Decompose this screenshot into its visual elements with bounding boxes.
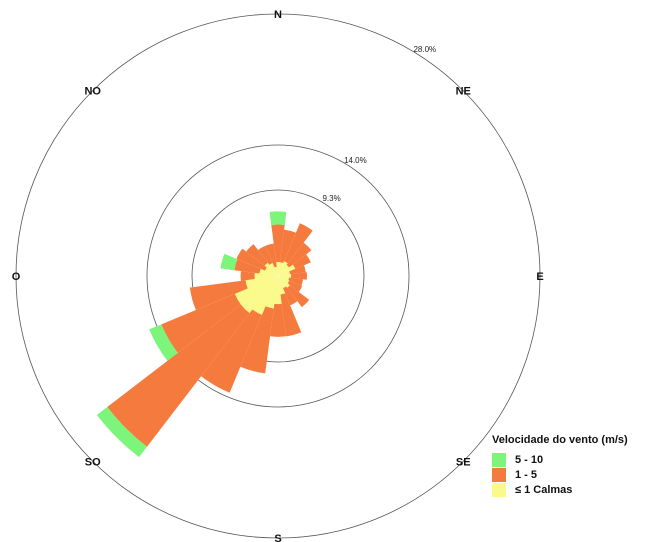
wedge-225-1 xyxy=(107,304,250,447)
wedge-135-0 xyxy=(278,276,290,288)
legend-swatch xyxy=(492,467,506,482)
legend-item-5-10: 5 - 10 xyxy=(492,452,642,467)
direction-label: E xyxy=(536,271,543,283)
grid-ring xyxy=(146,144,410,408)
wedge-45-0 xyxy=(278,264,290,276)
wedge-240-2 xyxy=(149,324,178,361)
wedge-90-0 xyxy=(278,274,292,278)
wedge-0-1 xyxy=(271,224,285,263)
wedge-240-1 xyxy=(161,293,241,353)
wedge-75-0 xyxy=(278,271,291,276)
ring-label: 9.3% xyxy=(322,194,340,203)
wedge-180-1 xyxy=(270,303,286,337)
wedge-90-1 xyxy=(290,272,308,280)
wedge-180-0 xyxy=(274,276,282,305)
wedge-0-0 xyxy=(276,261,280,276)
direction-label: O xyxy=(12,271,21,283)
wedge-330-0 xyxy=(269,263,278,276)
direction-label: NE xyxy=(456,86,471,98)
wedge-240-0 xyxy=(234,276,278,305)
wedge-300-0 xyxy=(265,267,278,276)
wedge-150-1 xyxy=(283,286,298,306)
wedge-195-1 xyxy=(240,306,274,374)
wedge-285-1 xyxy=(234,259,261,274)
wedge-165-1 xyxy=(280,293,302,337)
direction-label: NO xyxy=(84,86,101,98)
wedge-75-1 xyxy=(289,265,306,275)
direction-labels: N NE E SE S SO O NO xyxy=(12,9,544,542)
wedge-225-2 xyxy=(96,407,147,458)
wedge-285-2 xyxy=(220,253,238,271)
wedge-15-1 xyxy=(279,229,296,264)
direction-label: S xyxy=(274,533,281,542)
wedge-165-0 xyxy=(278,276,286,295)
legend-title: Velocidade do vento (m/s) xyxy=(492,434,628,446)
wedge-45-1 xyxy=(286,242,312,268)
wedge-285-0 xyxy=(259,268,278,276)
wedge-30-1 xyxy=(284,223,313,264)
wedge-255-1 xyxy=(189,280,248,311)
wedge-315-1 xyxy=(246,244,268,266)
legend-item-calmas: ≤ 1 Calmas xyxy=(492,482,642,497)
legend-label: 1 - 5 xyxy=(515,468,538,481)
wedge-120-0 xyxy=(278,276,290,284)
wedge-60-1 xyxy=(292,254,311,269)
ring-labels: 9.3% 14.0% 28.0% xyxy=(322,45,436,203)
wedge-210-1 xyxy=(201,309,262,393)
wedge-300-1 xyxy=(236,248,267,271)
direction-label: SO xyxy=(85,456,101,468)
wedge-150-0 xyxy=(278,276,286,289)
wedge-330-1 xyxy=(258,245,273,265)
wedge-345-0 xyxy=(274,266,278,276)
wedge-270-1 xyxy=(240,271,255,281)
ring-label: 28.0% xyxy=(413,45,436,54)
wedge-105-1 xyxy=(288,277,304,286)
grid-ring xyxy=(15,13,541,539)
direction-label: N xyxy=(274,9,282,21)
wedge-315-0 xyxy=(264,262,278,276)
grid-ring xyxy=(191,189,365,363)
wedge-0-2 xyxy=(269,211,287,225)
legend: Velocidade do vento (m/s) 5 - 10 1 - 5 ≤… xyxy=(492,434,642,497)
wedges xyxy=(96,211,313,458)
legend-item-1-5: 1 - 5 xyxy=(492,467,642,482)
legend-label: 5 - 10 xyxy=(515,453,544,466)
legend-label: ≤ 1 Calmas xyxy=(515,483,573,496)
direction-label: SE xyxy=(456,456,471,468)
ring-label: 14.0% xyxy=(344,156,367,165)
legend-swatch xyxy=(492,482,506,497)
wedge-195-0 xyxy=(265,276,278,309)
wedge-105-0 xyxy=(278,276,290,281)
wedge-120-1 xyxy=(287,280,303,292)
wedge-345-1 xyxy=(265,243,277,268)
wedge-270-0 xyxy=(254,272,278,280)
wedge-135-1 xyxy=(287,285,310,308)
wedge-30-0 xyxy=(278,261,288,276)
legend-swatch xyxy=(492,452,506,467)
wedge-210-0 xyxy=(252,276,278,315)
grid-rings xyxy=(15,13,541,539)
wedge-15-0 xyxy=(278,262,284,276)
wedge-255-0 xyxy=(245,276,278,289)
wedge-60-0 xyxy=(278,264,296,276)
wedge-225-0 xyxy=(240,276,278,314)
